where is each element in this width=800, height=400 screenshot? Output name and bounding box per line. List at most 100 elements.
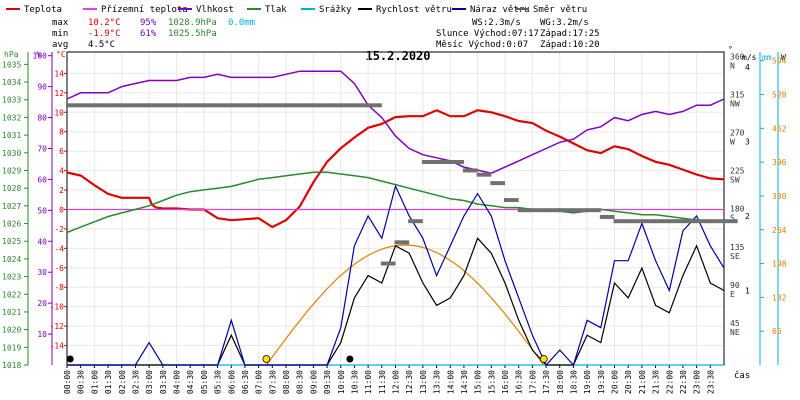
wind-direction-point: [285, 103, 300, 108]
wind-direction-point: [161, 103, 177, 108]
moonset-marker: [346, 355, 354, 363]
direction-tick-label: 360: [730, 52, 745, 61]
humidity-tick-label: 20: [37, 299, 47, 308]
wind-direction-point: [449, 159, 464, 164]
max-temp: 10.2°C: [88, 18, 121, 28]
wind-direction-point: [66, 103, 81, 108]
wind-direction-point: [531, 208, 547, 213]
x-tick-label: 11:00: [364, 370, 373, 394]
wind-direction-point: [627, 219, 642, 224]
rain-tick-label: 396: [772, 158, 787, 167]
direction-tick-label: 270: [730, 129, 745, 138]
direction-tick-label: N: [730, 61, 735, 70]
wind-gust-line: [67, 184, 725, 367]
x-tick-label: 13:00: [419, 370, 428, 394]
direction-tick-label: SE: [730, 252, 740, 261]
direction-tick-label: W: [730, 138, 735, 147]
humidity-tick-label: 40: [37, 237, 47, 246]
x-tick-label: 19:30: [597, 370, 606, 394]
stats-panel: max 10.2°C 95% 1028.9hPa 0.0mm min -1.9°…: [52, 18, 600, 50]
x-tick-label: 08:30: [296, 370, 305, 394]
x-tick-label: 01:30: [104, 370, 113, 394]
wind-direction-point: [148, 103, 163, 108]
wind-direction-point: [504, 198, 519, 203]
x-tick-label: 05:30: [214, 370, 223, 394]
wind-direction-point: [230, 103, 245, 108]
wind-direction-point: [421, 159, 437, 164]
wind-direction-point: [79, 103, 95, 108]
humidity-tick-label: 100: [33, 52, 48, 61]
legend-label: Srážky: [319, 5, 352, 15]
x-tick-label: 15:00: [474, 370, 483, 394]
legend-label: Teplota: [24, 5, 62, 15]
plot-area: [66, 70, 738, 367]
min-temp: -1.9°C: [88, 29, 121, 39]
x-tick-label: 10:00: [337, 370, 346, 394]
temperature-axis-unit: °C: [56, 50, 66, 59]
direction-tick-label: 180: [730, 205, 745, 214]
legend-label: Vlhkost: [196, 5, 234, 15]
humidity-tick-label: 70: [37, 144, 47, 153]
direction-tick-label: 225: [730, 167, 745, 176]
power-axis-unit: W: [781, 53, 786, 62]
direction-tick-label: S: [730, 214, 735, 223]
rain-tick-label: 264: [772, 226, 787, 235]
wind-direction-point: [490, 181, 505, 186]
humidity-tick-label: 80: [37, 114, 47, 123]
direction-axis-unit: °: [728, 45, 733, 54]
x-tick-label: 17:30: [542, 370, 551, 394]
temperature-tick-label: 14: [54, 69, 64, 78]
wind-direction-point: [408, 219, 423, 224]
rain-tick-label: 594: [772, 57, 787, 66]
pressure-tick-label: 1032: [2, 113, 21, 122]
direction-tick-label: 315: [730, 91, 745, 100]
wind-direction-point: [681, 219, 697, 224]
temperature-tick-label: -6: [54, 264, 64, 273]
legend-label: Přízemní teplota: [101, 5, 188, 15]
pressure-tick-label: 1029: [2, 166, 21, 175]
min-label: min: [52, 29, 68, 39]
legend-label: Náraz větru: [470, 5, 530, 15]
direction-tick-label: 135: [730, 243, 745, 252]
temperature-line: [66, 109, 725, 229]
wind-direction-point: [394, 240, 410, 245]
sun-path: [265, 244, 545, 366]
x-tick-label: 04:00: [173, 370, 182, 394]
humidity-tick-label: 30: [37, 268, 47, 277]
pressure-tick-label: 1020: [2, 326, 21, 335]
rain-tick-label: 132: [772, 293, 787, 302]
wind-direction-point: [695, 219, 711, 224]
rain-axis-unit: mm: [762, 53, 772, 62]
sunrise-marker: [262, 355, 271, 363]
x-tick-label: 09:00: [309, 370, 318, 394]
wind-direction-point: [462, 168, 478, 173]
wind-direction-point: [134, 103, 150, 108]
x-tick-label: 09:30: [323, 370, 332, 394]
x-tick-label: 05:00: [200, 370, 209, 394]
direction-tick-label: 45: [730, 319, 740, 328]
wind-direction-point: [326, 103, 341, 108]
legend-label: Tlak: [265, 5, 287, 15]
legend: Teplota Přízemní teplota Vlhkost Tlak Srážky…: [6, 5, 587, 15]
wind-tick-label: 1: [745, 286, 750, 295]
wind-direction-point: [435, 159, 451, 164]
max-hum: 95%: [140, 18, 157, 28]
pressure-tick-label: 1018: [2, 361, 21, 370]
x-tick-label: 11:30: [378, 370, 387, 394]
pressure-tick-label: 1026: [2, 220, 21, 229]
wind-direction-point: [93, 103, 109, 108]
wind-axis-unit: m/s: [742, 53, 757, 62]
direction-tick-label: NW: [730, 100, 740, 109]
wind-direction-point: [654, 219, 670, 224]
x-tick-label: 07:00: [255, 370, 264, 394]
pressure-tick-label: 1035: [2, 60, 21, 69]
temperature-tick-label: 8: [59, 128, 64, 137]
pressure-tick-label: 1021: [2, 308, 21, 317]
x-tick-label: 19:00: [583, 370, 592, 394]
avg-temp: 4.5°C: [88, 40, 115, 50]
rain-tick-label: 462: [772, 124, 787, 133]
wind-direction-point: [189, 103, 204, 108]
temperature-tick-label: -4: [54, 244, 64, 253]
pressure-line: [66, 171, 724, 234]
direction-tick-label: NE: [730, 328, 740, 337]
